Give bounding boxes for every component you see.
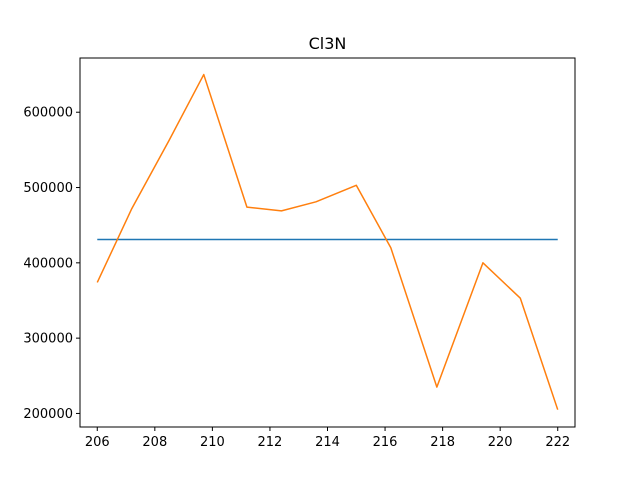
y-axis: 200000 300000 400000 500000 600000 bbox=[23, 106, 80, 422]
y-tick-label: 500000 bbox=[23, 181, 73, 196]
x-tick-label: 222 bbox=[545, 435, 570, 450]
x-tick-label: 208 bbox=[142, 435, 167, 450]
x-tick-label: 216 bbox=[373, 435, 398, 450]
plot-frame bbox=[79, 57, 576, 428]
y-tick-label: 600000 bbox=[23, 106, 73, 121]
x-tick-label: 212 bbox=[258, 435, 283, 450]
y-tick-label: 300000 bbox=[23, 332, 73, 347]
y-tick-label: 200000 bbox=[23, 407, 73, 422]
x-tick-label: 206 bbox=[85, 435, 110, 450]
x-tick-label: 214 bbox=[315, 435, 340, 450]
x-tick-label: 220 bbox=[488, 435, 513, 450]
chart-title: Cl3N bbox=[309, 34, 347, 53]
plot-area bbox=[96, 73, 559, 410]
y-tick-label: 400000 bbox=[23, 256, 73, 271]
series-line-2 bbox=[96, 73, 559, 410]
x-tick-label: 218 bbox=[430, 435, 455, 450]
x-tick-label: 210 bbox=[200, 435, 225, 450]
x-axis: 206 208 210 212 214 216 218 220 222 bbox=[85, 427, 570, 450]
